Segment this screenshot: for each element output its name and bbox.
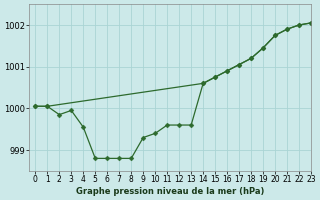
- X-axis label: Graphe pression niveau de la mer (hPa): Graphe pression niveau de la mer (hPa): [76, 187, 264, 196]
